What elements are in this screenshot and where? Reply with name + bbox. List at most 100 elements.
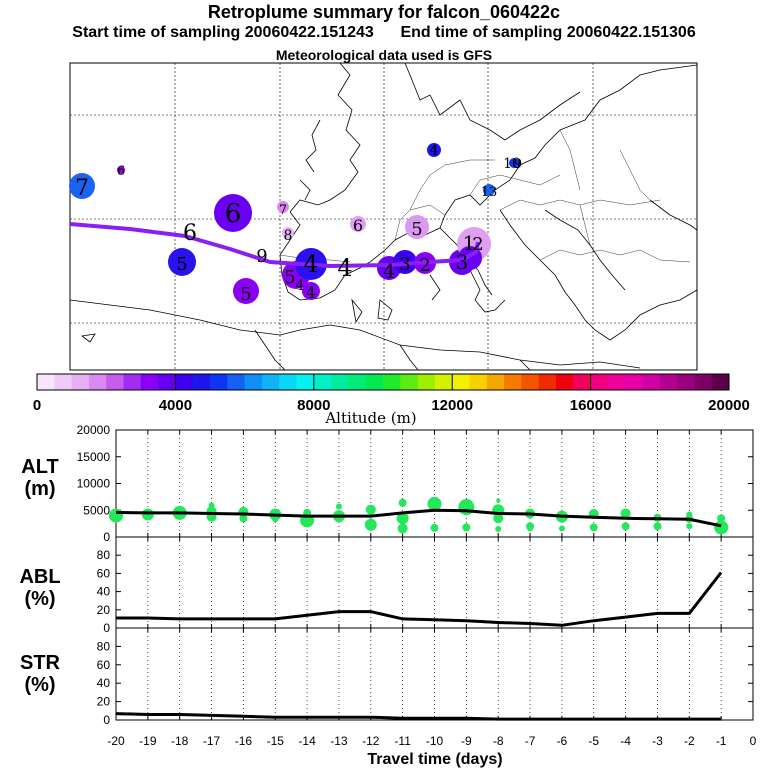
y-tick-label: 0 xyxy=(103,621,110,635)
colorbar-swatch xyxy=(400,374,419,390)
plume-circle xyxy=(214,194,252,232)
colorbar-swatch xyxy=(348,374,367,390)
chart-panel-1: 0 20 40 60 80 xyxy=(97,536,754,635)
colorbar-swatch xyxy=(659,374,678,390)
day-label: 4 xyxy=(296,278,305,294)
colorbar-swatch xyxy=(625,374,643,390)
x-tick-label: -2 xyxy=(684,734,695,748)
altitude-cluster-point xyxy=(462,523,471,532)
altitude-cluster-point xyxy=(141,508,154,521)
colorbar-swatch xyxy=(556,374,574,390)
colorbar-swatch xyxy=(175,374,194,390)
mean-trajectory xyxy=(69,222,480,268)
altitude-cluster-point xyxy=(238,506,249,517)
plume-circle xyxy=(69,173,95,199)
day-label: 5 xyxy=(176,254,187,275)
altitude-cluster-point xyxy=(620,508,631,519)
altitude-cluster-point xyxy=(495,525,502,532)
chart-frame xyxy=(115,627,754,721)
colorbar-swatch xyxy=(244,374,263,390)
x-tick-label: -19 xyxy=(139,734,157,748)
altitude-cluster-point xyxy=(303,508,312,517)
altitude-cluster-point xyxy=(492,504,505,517)
y-tick-label: 10000 xyxy=(77,477,111,491)
colorbar-swatch xyxy=(642,374,661,390)
day-label: 6 xyxy=(225,199,242,229)
y-tick-label: 40 xyxy=(97,585,111,599)
map-frame xyxy=(69,62,698,371)
altitude-cluster-point xyxy=(332,510,345,523)
colorbar-swatch xyxy=(486,374,505,390)
plume-circle xyxy=(483,184,495,196)
colorbar-swatch xyxy=(140,374,159,390)
altitude-cluster-point xyxy=(653,513,662,522)
colorbar-tick-label: 4000 xyxy=(159,397,192,414)
abl-panel-label: ABL (%) xyxy=(0,566,80,610)
colorbar-swatch xyxy=(88,374,107,390)
colorbar-swatch xyxy=(313,374,332,390)
day-label: 3 xyxy=(456,250,469,274)
altitude-cluster-point xyxy=(335,503,342,510)
plume-circle xyxy=(427,143,441,157)
plume-circle xyxy=(350,216,366,232)
alt-panel-label: ALT (m) xyxy=(0,456,80,500)
str-label-bottom: (%) xyxy=(24,674,56,696)
day-label: 7 xyxy=(279,203,287,218)
plume-circle xyxy=(282,227,294,239)
day-label: 6 xyxy=(183,221,197,246)
colorbar-swatch xyxy=(192,374,211,390)
altitude-cluster-point xyxy=(239,514,248,523)
colorbar-swatch xyxy=(158,374,176,390)
colorbar-swatch xyxy=(573,374,592,390)
colorbar-swatch xyxy=(365,374,384,390)
day-label: 4 xyxy=(337,254,352,282)
colorbar-swatch xyxy=(279,374,297,390)
x-tick-label: -3 xyxy=(652,734,663,748)
colorbar-swatch xyxy=(227,374,246,390)
altitude-cluster-point xyxy=(527,525,534,532)
altitude-cluster-point xyxy=(458,499,475,516)
colorbar-swatch xyxy=(417,374,436,390)
day-label: 13 xyxy=(481,185,498,200)
chart-frame xyxy=(115,536,754,629)
y-tick-label: 80 xyxy=(97,548,111,562)
colorbar-swatch xyxy=(607,374,626,390)
colorbar-swatch xyxy=(711,374,730,390)
page-title: Retroplume summary for falcon_060422c xyxy=(207,2,561,22)
altitude-cluster-point xyxy=(364,518,377,531)
altitude-cluster-point xyxy=(588,508,599,519)
day-label: 9 xyxy=(514,157,522,172)
day-label: 5 xyxy=(240,284,251,305)
altitude-cluster-point xyxy=(493,513,504,524)
altitude-cluster-point xyxy=(686,523,693,530)
day-label: 4 xyxy=(430,143,439,159)
day-label: 7 xyxy=(75,176,89,201)
day-label: 5 xyxy=(411,219,422,240)
altitude-cluster-point xyxy=(272,516,279,523)
colorbar-swatch xyxy=(521,374,540,390)
altitude-colorbar: 0 4000 8000 12000 16000 20000 Altitude (m) xyxy=(33,373,750,427)
x-tick-label: -9 xyxy=(461,734,472,748)
day-label: 3 xyxy=(399,254,410,275)
altitude-cluster-point xyxy=(685,514,694,523)
sampling-times: Start time of sampling 20060422.151243 E… xyxy=(0,24,768,42)
x-tick-label: -1 xyxy=(716,734,727,748)
abl-label-bottom: (%) xyxy=(24,588,56,610)
colorbar-swatch xyxy=(538,374,557,390)
colorbar-swatch xyxy=(677,374,695,390)
x-tick-label: -5 xyxy=(588,734,599,748)
colorbar-swatch xyxy=(469,374,488,390)
altitude-cluster-point xyxy=(365,504,376,515)
colorbar-swatch xyxy=(452,374,470,390)
colorbar-tick-label: 16000 xyxy=(570,397,612,414)
colorbar-swatch xyxy=(37,374,55,390)
plume-circle xyxy=(302,282,320,300)
y-tick-label: 60 xyxy=(97,658,111,672)
colorbar-swatch xyxy=(261,374,280,390)
y-tick-label: 20 xyxy=(97,695,111,709)
x-tick-label: -14 xyxy=(298,734,316,748)
y-tick-label: 40 xyxy=(97,676,111,690)
day-label: 8 xyxy=(284,228,293,244)
